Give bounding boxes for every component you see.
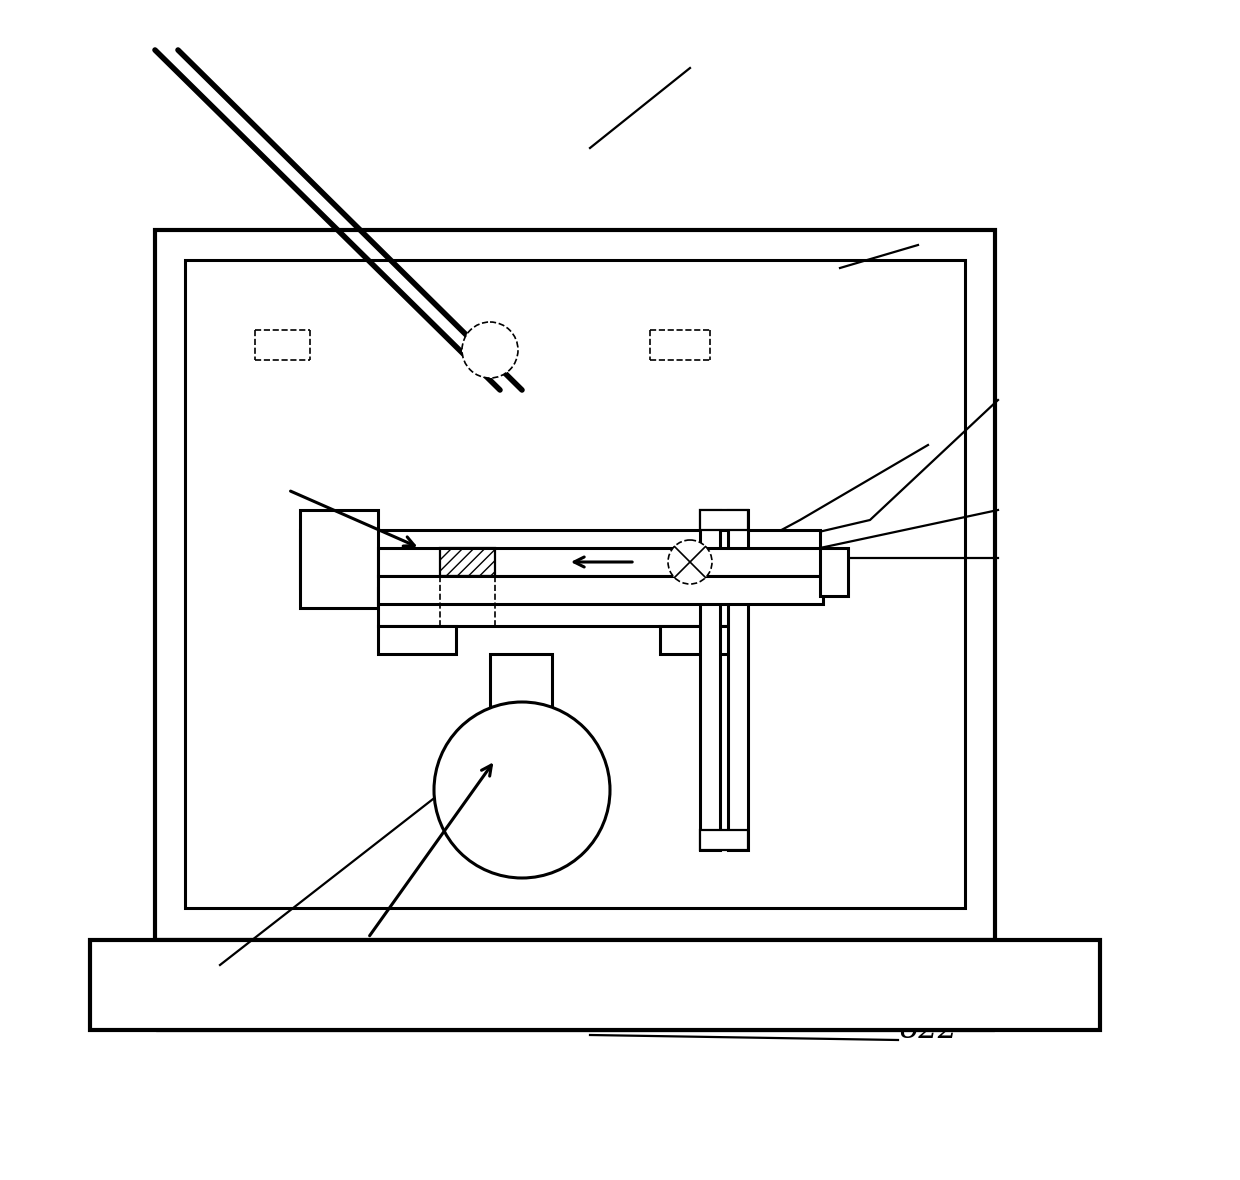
Text: 823: 823 bbox=[999, 483, 1058, 513]
Bar bbox=[994, 0, 1240, 1180]
Bar bbox=[490, 654, 552, 716]
Bar bbox=[300, 530, 820, 588]
Text: 822: 822 bbox=[900, 1015, 959, 1045]
Circle shape bbox=[236, 345, 745, 856]
Text: 824: 824 bbox=[999, 373, 1058, 404]
Bar bbox=[378, 627, 456, 654]
Text: 8222: 8222 bbox=[165, 944, 243, 976]
Bar bbox=[378, 588, 738, 627]
Bar bbox=[0, 0, 1240, 230]
Bar bbox=[378, 576, 823, 604]
Circle shape bbox=[668, 540, 712, 584]
Bar bbox=[701, 510, 748, 530]
Text: 83: 83 bbox=[920, 215, 959, 245]
Bar bbox=[185, 260, 965, 907]
Bar bbox=[91, 940, 1100, 1030]
Bar bbox=[378, 548, 823, 576]
Bar bbox=[155, 230, 994, 940]
Bar bbox=[701, 830, 748, 850]
Text: 8221: 8221 bbox=[210, 512, 288, 544]
Bar bbox=[701, 510, 720, 850]
Text: 8211: 8211 bbox=[930, 417, 1007, 447]
Bar bbox=[300, 510, 378, 608]
Bar bbox=[155, 230, 994, 940]
Text: 821: 821 bbox=[999, 532, 1058, 564]
Bar bbox=[820, 548, 848, 596]
Bar bbox=[185, 260, 965, 907]
Bar bbox=[0, 0, 155, 1180]
Bar bbox=[91, 940, 1100, 1030]
Bar bbox=[728, 510, 748, 850]
Bar bbox=[440, 548, 495, 576]
Circle shape bbox=[434, 702, 610, 878]
Bar bbox=[660, 627, 738, 654]
Text: 81: 81 bbox=[689, 42, 729, 73]
Circle shape bbox=[463, 322, 518, 378]
